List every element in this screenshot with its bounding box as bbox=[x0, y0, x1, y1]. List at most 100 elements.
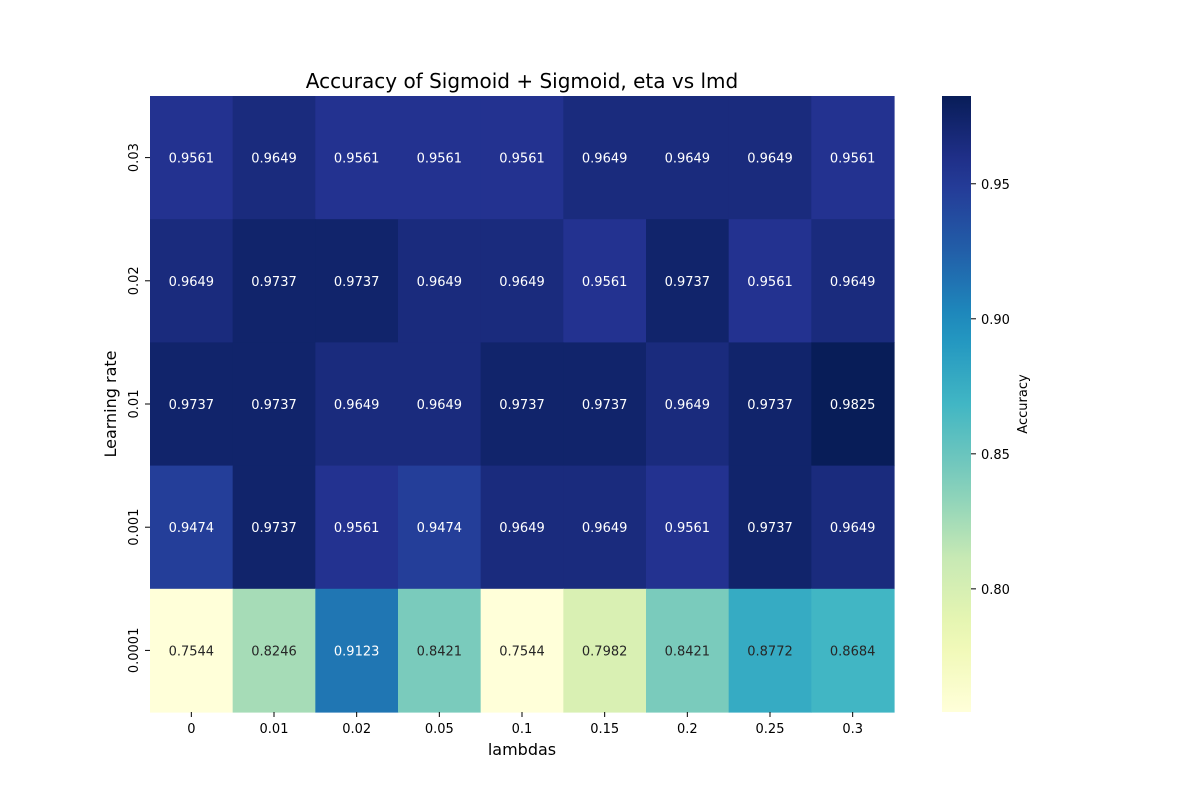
cell-value-label: 0.9561 bbox=[830, 152, 876, 167]
cell-value-label: 0.9649 bbox=[665, 152, 711, 167]
cell-value-label: 0.9649 bbox=[665, 398, 711, 413]
heatmap-cell bbox=[315, 588, 399, 713]
cell-value-label: 0.9649 bbox=[417, 275, 463, 290]
cell-value-label: 0.9737 bbox=[747, 398, 793, 413]
heatmap-cell bbox=[480, 588, 564, 713]
heatmap-cell bbox=[811, 219, 895, 343]
x-tick-label: 0.02 bbox=[342, 722, 371, 737]
heatmap-cell bbox=[315, 342, 399, 467]
y-tick-label: 0.001 bbox=[127, 509, 142, 546]
x-tick-label: 0.25 bbox=[756, 722, 785, 737]
cell-value-label: 0.9561 bbox=[582, 275, 628, 290]
heatmap-cell bbox=[728, 465, 812, 590]
cell-value-label: 0.9649 bbox=[582, 152, 628, 167]
heatmap-cell bbox=[398, 342, 482, 467]
y-tick-label: 0.03 bbox=[127, 143, 142, 172]
cell-value-label: 0.8421 bbox=[665, 644, 711, 659]
x-tick-label: 0.01 bbox=[260, 722, 289, 737]
heatmap-cell bbox=[811, 588, 895, 713]
heatmap-cell bbox=[315, 219, 399, 343]
cell-value-label: 0.9561 bbox=[747, 275, 793, 290]
cell-value-label: 0.9649 bbox=[169, 275, 215, 290]
x-tick-label: 0.15 bbox=[590, 722, 619, 737]
y-tick-label: 0.0001 bbox=[127, 628, 142, 674]
cell-value-label: 0.9649 bbox=[417, 398, 463, 413]
cell-value-label: 0.9737 bbox=[251, 398, 297, 413]
x-tick-label: 0.05 bbox=[425, 722, 454, 737]
heatmap-cell bbox=[563, 96, 647, 220]
colorbar-tick-label: 0.95 bbox=[981, 178, 1010, 193]
heatmap-cell bbox=[398, 465, 482, 590]
cell-value-label: 0.9737 bbox=[665, 275, 711, 290]
heatmap-cell bbox=[150, 96, 234, 220]
cell-value-label: 0.7544 bbox=[499, 644, 545, 659]
cell-value-label: 0.9737 bbox=[499, 398, 545, 413]
heatmap-cell bbox=[480, 465, 564, 590]
heatmap-cell bbox=[480, 96, 564, 220]
y-axis-label: Learning rate bbox=[101, 350, 120, 457]
heatmap-cell bbox=[150, 588, 234, 713]
heatmap-cell bbox=[480, 219, 564, 343]
heatmap-cell bbox=[646, 588, 730, 713]
cell-value-label: 0.9561 bbox=[499, 152, 545, 167]
x-tick-label: 0 bbox=[187, 722, 195, 737]
cell-value-label: 0.8684 bbox=[830, 644, 876, 659]
heatmap-cells: 0.9561 0.9649 0.9561 0.9561 0.9561 0.9649 0.96… bbox=[150, 96, 895, 713]
heatmap-cell bbox=[563, 342, 647, 467]
cell-value-label: 0.9561 bbox=[169, 152, 215, 167]
cell-value-label: 0.9474 bbox=[169, 521, 215, 536]
x-axis-ticks: 0 0.01 0.02 0.05 0.1 0.15 0.2 0.25 0.3 bbox=[187, 712, 863, 737]
heatmap-cell bbox=[728, 219, 812, 343]
heatmap-cell bbox=[646, 465, 730, 590]
heatmap-cell bbox=[232, 96, 316, 220]
x-axis-label: lambdas bbox=[488, 740, 556, 759]
cell-value-label: 0.9737 bbox=[334, 275, 380, 290]
heatmap-cell bbox=[398, 588, 482, 713]
heatmap-cell bbox=[480, 342, 564, 467]
cell-value-label: 0.7982 bbox=[582, 644, 628, 659]
cell-value-label: 0.8421 bbox=[417, 644, 463, 659]
cell-value-label: 0.9474 bbox=[417, 521, 463, 536]
heatmap-cell bbox=[398, 96, 482, 220]
cell-value-label: 0.8246 bbox=[251, 644, 297, 659]
cell-value-label: 0.9737 bbox=[251, 521, 297, 536]
heatmap-cell bbox=[232, 588, 316, 713]
heatmap-cell bbox=[811, 96, 895, 220]
colorbar-tick-label: 0.80 bbox=[981, 583, 1010, 598]
heatmap-cell bbox=[811, 342, 895, 467]
heatmap-cell bbox=[646, 219, 730, 343]
cell-value-label: 0.9737 bbox=[582, 398, 628, 413]
cell-value-label: 0.9561 bbox=[334, 521, 380, 536]
cell-value-label: 0.9737 bbox=[169, 398, 215, 413]
cell-value-label: 0.9825 bbox=[830, 398, 876, 413]
heatmap-cell bbox=[563, 219, 647, 343]
x-tick-label: 0.3 bbox=[842, 722, 863, 737]
cell-value-label: 0.9649 bbox=[830, 521, 876, 536]
chart-title: Accuracy of Sigmoid + Sigmoid, eta vs lm… bbox=[306, 69, 738, 93]
cell-value-label: 0.9649 bbox=[747, 152, 793, 167]
cell-value-label: 0.9649 bbox=[582, 521, 628, 536]
y-tick-label: 0.01 bbox=[127, 390, 142, 419]
heatmap-cell bbox=[150, 342, 234, 467]
cell-value-label: 0.9561 bbox=[665, 521, 711, 536]
y-tick-label: 0.02 bbox=[127, 266, 142, 295]
cell-value-label: 0.9123 bbox=[334, 644, 380, 659]
heatmap-cell bbox=[150, 219, 234, 343]
cell-value-label: 0.9737 bbox=[747, 521, 793, 536]
colorbar-gradient bbox=[942, 96, 971, 712]
heatmap-cell bbox=[563, 465, 647, 590]
colorbar-tick-label: 0.85 bbox=[981, 448, 1010, 463]
heatmap-cell bbox=[232, 342, 316, 467]
colorbar-label: Accuracy bbox=[1016, 374, 1031, 434]
heatmap-cell bbox=[232, 465, 316, 590]
heatmap-cell bbox=[728, 342, 812, 467]
heatmap-cell bbox=[315, 96, 399, 220]
heatmap-cell bbox=[398, 219, 482, 343]
heatmap-cell bbox=[811, 465, 895, 590]
heatmap-cell bbox=[646, 342, 730, 467]
heatmap-cell bbox=[728, 588, 812, 713]
heatmap-cell bbox=[150, 465, 234, 590]
cell-value-label: 0.8772 bbox=[747, 644, 793, 659]
cell-value-label: 0.9737 bbox=[251, 275, 297, 290]
